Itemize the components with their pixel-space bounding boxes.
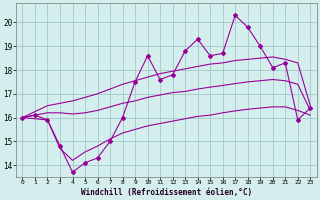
X-axis label: Windchill (Refroidissement éolien,°C): Windchill (Refroidissement éolien,°C) <box>81 188 252 197</box>
